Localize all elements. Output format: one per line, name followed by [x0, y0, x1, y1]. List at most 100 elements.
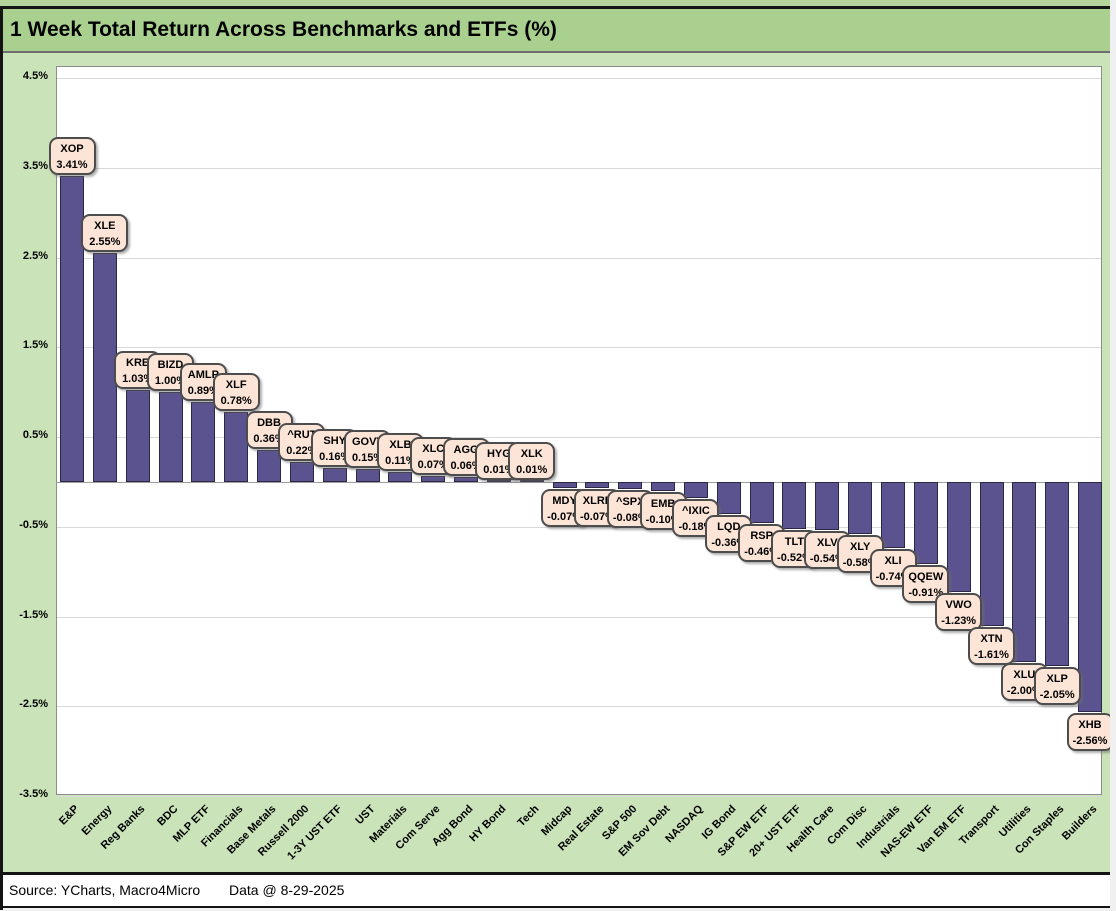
callout-ticker: XTN: [980, 633, 1003, 646]
grid-line: [57, 347, 1101, 349]
bar: [158, 392, 183, 482]
callout-ticker: XLRE: [582, 495, 613, 508]
worksheet-top-strip: [0, 0, 1110, 6]
zero-line: [57, 482, 1101, 483]
bar-callout: XLP -2.05%: [1033, 666, 1081, 705]
bar: [848, 482, 873, 535]
callout-ticker: DBB: [257, 416, 281, 429]
bar: [749, 482, 774, 524]
bar-callout: XLF 0.78%: [212, 372, 260, 411]
bar: [651, 482, 676, 491]
callout-ticker: ^SPX: [616, 496, 645, 509]
bar: [486, 480, 511, 482]
callout-ticker: ^IXIC: [682, 505, 710, 518]
bar: [716, 482, 741, 515]
callout-value: 0.78%: [220, 394, 252, 407]
y-tick-label: -2.5%: [19, 698, 48, 711]
chart-title: 1 Week Total Return Across Benchmarks an…: [3, 6, 1110, 53]
y-tick-label: -3.5%: [19, 788, 48, 801]
callout-ticker: XLU: [1013, 668, 1036, 681]
chart-area: XOP 3.41% XLE 2.55% KRE 1.03% BIZD 1.00% AMLP 0.8…: [3, 53, 1110, 872]
callout-ticker: GOVT: [351, 435, 384, 448]
grid-line: [57, 706, 1101, 708]
callout-value: 0.11%: [385, 455, 416, 468]
data-date-text: Data @ 8-29-2025: [229, 882, 345, 898]
bar: [388, 472, 413, 482]
y-tick-label: -0.5%: [19, 518, 48, 531]
bar-callout: XOP 3.41%: [48, 136, 96, 175]
bar: [552, 482, 577, 489]
bar-callout: AGG 0.06%: [442, 437, 490, 476]
callout-ticker: VWO: [945, 599, 972, 612]
bar: [289, 462, 314, 482]
callout-value: 0.01%: [483, 464, 515, 477]
callout-ticker: AGG: [453, 443, 479, 456]
grid-line: [57, 796, 1101, 798]
callout-value: -0.54%: [809, 553, 845, 566]
callout-ticker: KRE: [126, 356, 150, 369]
callout-ticker: XLV: [817, 537, 838, 550]
bar-callout: LQD -0.36%: [705, 515, 753, 554]
callout-value: -0.36%: [711, 537, 747, 550]
bar: [913, 482, 938, 564]
callout-ticker: HYG: [486, 448, 511, 461]
callout-ticker: XLF: [225, 378, 247, 391]
callout-value: 0.01%: [516, 464, 548, 477]
source-text: Source: YCharts, Macro4Micro: [9, 882, 201, 898]
bar: [1012, 482, 1037, 662]
grid-line: [57, 437, 1101, 439]
callout-value: 3.41%: [56, 158, 88, 171]
bar: [1078, 482, 1103, 712]
bar: [1045, 482, 1070, 666]
bar: [257, 449, 282, 482]
callout-ticker: XLY: [849, 541, 871, 554]
y-tick-label: 3.5%: [22, 159, 48, 172]
callout-ticker: MDY: [552, 495, 577, 508]
callout-value: 2.55%: [89, 236, 121, 249]
bar-callout: VWO -1.23%: [935, 593, 983, 632]
callout-ticker: BIZD: [157, 359, 184, 372]
callout-value: -0.07%: [547, 511, 583, 524]
callout-ticker: XLC: [422, 442, 445, 455]
callout-ticker: SHY: [323, 434, 347, 447]
worksheet-right-strip: [1110, 0, 1116, 911]
callout-ticker: XOP: [60, 142, 84, 155]
callout-value: -1.61%: [974, 649, 1009, 662]
callout-value: 0.16%: [319, 450, 351, 463]
bar-callout: XLE 2.55%: [81, 214, 129, 253]
bar: [322, 467, 347, 482]
callout-ticker: XLB: [389, 439, 412, 452]
callout-ticker: RSP: [750, 530, 773, 543]
bar: [421, 475, 446, 482]
bar: [683, 482, 708, 499]
callout-ticker: XHB: [1078, 718, 1102, 731]
y-tick-label: 4.5%: [22, 70, 48, 83]
callout-value: -2.56%: [1072, 734, 1108, 747]
callout-value: -0.58%: [842, 557, 878, 570]
callout-value: -0.08%: [612, 512, 648, 525]
callout-value: 0.07%: [417, 458, 449, 471]
callout-ticker: XLI: [884, 555, 902, 568]
callout-value: -0.46%: [744, 546, 780, 559]
plot-area: XOP 3.41% XLE 2.55% KRE 1.03% BIZD 1.00% AMLP 0.8…: [48, 66, 1110, 798]
y-tick-label: 1.5%: [22, 339, 48, 352]
bar-callout: XHB -2.56%: [1066, 712, 1110, 751]
callout-value: 0.36%: [253, 432, 285, 445]
callout-value: -0.07%: [580, 511, 615, 524]
callout-value: 0.22%: [286, 445, 318, 458]
callout-value: -2.05%: [1039, 688, 1075, 701]
bar: [618, 482, 643, 490]
bar: [125, 389, 150, 482]
callout-ticker: AMLP: [187, 369, 219, 382]
callout-value: -0.52%: [777, 551, 812, 564]
grid-line: [57, 616, 1101, 618]
bar: [191, 402, 216, 482]
callout-value: -0.18%: [678, 521, 714, 534]
grid-line: [57, 257, 1101, 259]
bar: [519, 480, 544, 482]
bar: [979, 482, 1004, 627]
bar: [224, 411, 249, 482]
callout-value: 1.03%: [122, 372, 154, 385]
bar: [60, 175, 84, 482]
